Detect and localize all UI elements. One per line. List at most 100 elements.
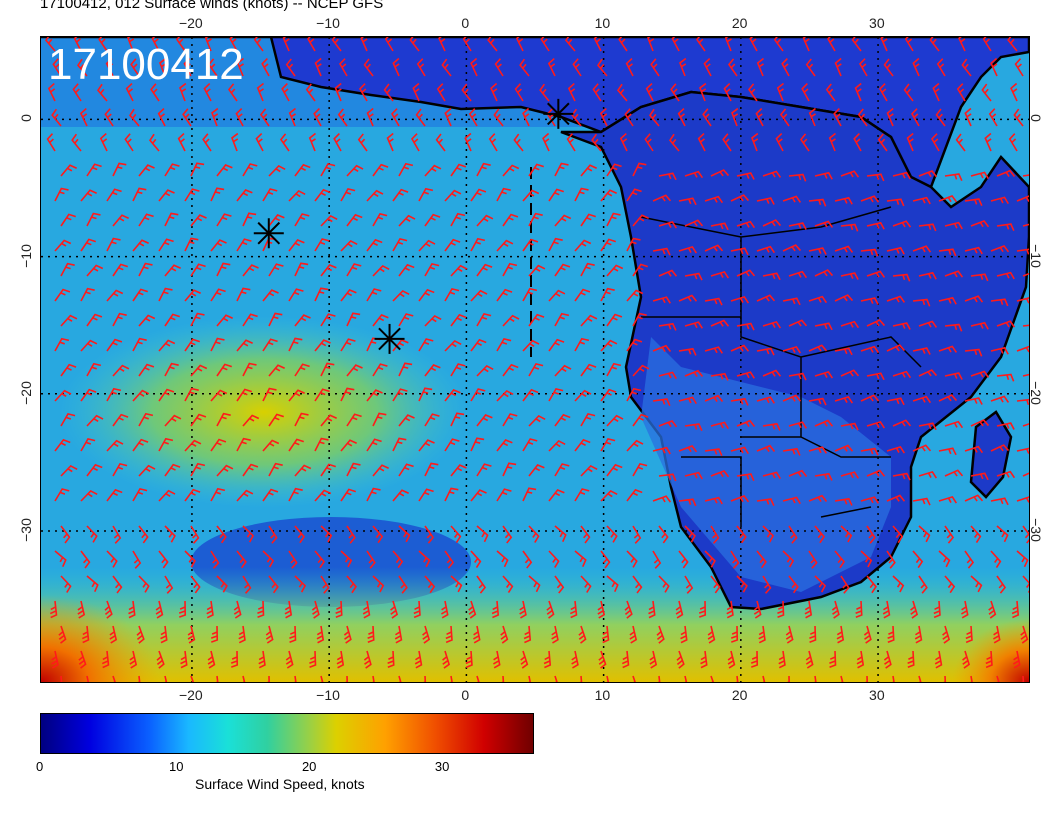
wind-barb: [184, 289, 201, 302]
wind-barb: [684, 272, 703, 281]
wind-barb: [773, 37, 784, 52]
wind-barb: [311, 600, 320, 619]
wind-barb: [990, 245, 1010, 253]
wind-barb: [834, 196, 853, 205]
lat-tick-label: −10: [1027, 243, 1044, 268]
wind-barb: [736, 269, 756, 277]
wind-barb: [522, 487, 537, 502]
wind-barb: [488, 133, 498, 152]
wind-barb: [233, 600, 242, 619]
wind-barb: [236, 388, 252, 402]
wind-barb: [567, 82, 576, 102]
wind-barb: [840, 272, 859, 280]
wind-barb: [652, 247, 671, 256]
wind-barb: [158, 388, 175, 402]
colorbar: [40, 713, 534, 754]
wind-barb: [210, 239, 227, 252]
wind-barb: [359, 83, 368, 102]
wind-barb: [86, 212, 101, 227]
wind-barb: [679, 57, 687, 77]
wind-barb: [944, 323, 963, 332]
wind-barb: [210, 389, 228, 402]
wind-barb: [528, 212, 543, 227]
wind-barb: [229, 37, 238, 52]
wind-barb: [626, 550, 638, 568]
wind-barb: [990, 550, 1002, 568]
wind-barb: [184, 338, 200, 352]
wind-barb: [938, 296, 957, 305]
wind-barb: [1017, 675, 1025, 682]
lat-tick-label: −30: [17, 518, 34, 542]
wind-barb: [414, 650, 423, 669]
wind-barb: [554, 413, 571, 427]
wind-barb: [242, 463, 259, 477]
wind-barb: [944, 575, 956, 594]
wind-barb: [78, 650, 87, 669]
wind-barb: [444, 238, 461, 252]
wind-barb: [621, 650, 630, 669]
wind-barb: [574, 488, 590, 502]
wind-barb: [782, 297, 801, 306]
wind-barb: [808, 198, 827, 207]
wind-barb: [164, 362, 179, 377]
wind-barb: [652, 446, 671, 455]
wind-barb: [736, 322, 755, 331]
lon-tick-label: 20: [731, 687, 748, 703]
wind-barb: [658, 269, 678, 277]
wind-barb: [366, 438, 382, 452]
wind-barb: [346, 575, 357, 594]
wind-barb: [129, 108, 140, 127]
wind-barb: [268, 525, 278, 544]
wind-barb: [918, 470, 938, 479]
wind-barb: [236, 339, 253, 352]
wind-barb: [736, 419, 756, 427]
wind-barb: [703, 58, 712, 77]
wind-barb: [496, 438, 513, 452]
wind-barb: [86, 362, 102, 377]
wind-barb: [860, 248, 879, 257]
wind-barb: [288, 550, 298, 569]
wind-barb: [710, 372, 729, 381]
wind-barb: [756, 197, 775, 205]
wind-barb: [502, 575, 514, 593]
wind-barb: [494, 58, 504, 77]
wind-barb: [554, 162, 569, 177]
wind-barb: [77, 58, 88, 77]
wind-barb: [632, 364, 650, 377]
wind-barb: [242, 575, 252, 594]
wind-barb: [343, 625, 352, 644]
wind-barb: [151, 37, 160, 52]
wind-barb: [80, 437, 96, 452]
wind-barb: [554, 312, 570, 327]
wind-barb: [386, 132, 394, 152]
wind-barb: [331, 37, 342, 52]
wind-barb: [836, 625, 845, 644]
wind-barb: [805, 650, 814, 669]
wind-barb: [216, 213, 232, 227]
wind-barb: [210, 288, 226, 302]
wind-barb: [834, 294, 854, 302]
wind-barb: [366, 389, 383, 402]
colorbar-tick-label: 20: [301, 759, 317, 774]
wind-barb: [856, 650, 865, 669]
wind-barb: [180, 650, 188, 669]
wind-barb: [522, 238, 539, 252]
lon-tick-label: −10: [316, 687, 340, 703]
wind-barb: [473, 625, 481, 644]
wind-barb: [363, 58, 374, 77]
wind-barb: [736, 473, 755, 482]
wind-barb: [424, 213, 441, 227]
wind-barb: [617, 83, 628, 102]
wind-barb: [497, 675, 505, 682]
wind-barb: [80, 489, 98, 502]
wind-barb: [216, 464, 234, 477]
wind-barb: [372, 464, 389, 477]
wind-barb: [994, 675, 1003, 682]
wind-barb: [629, 625, 638, 644]
wind-barb: [424, 525, 435, 544]
wind-barb: [704, 448, 723, 457]
wind-barb: [419, 675, 427, 682]
wind-barb: [320, 313, 336, 327]
wind-barb: [314, 287, 329, 302]
wind-barb: [814, 575, 827, 593]
